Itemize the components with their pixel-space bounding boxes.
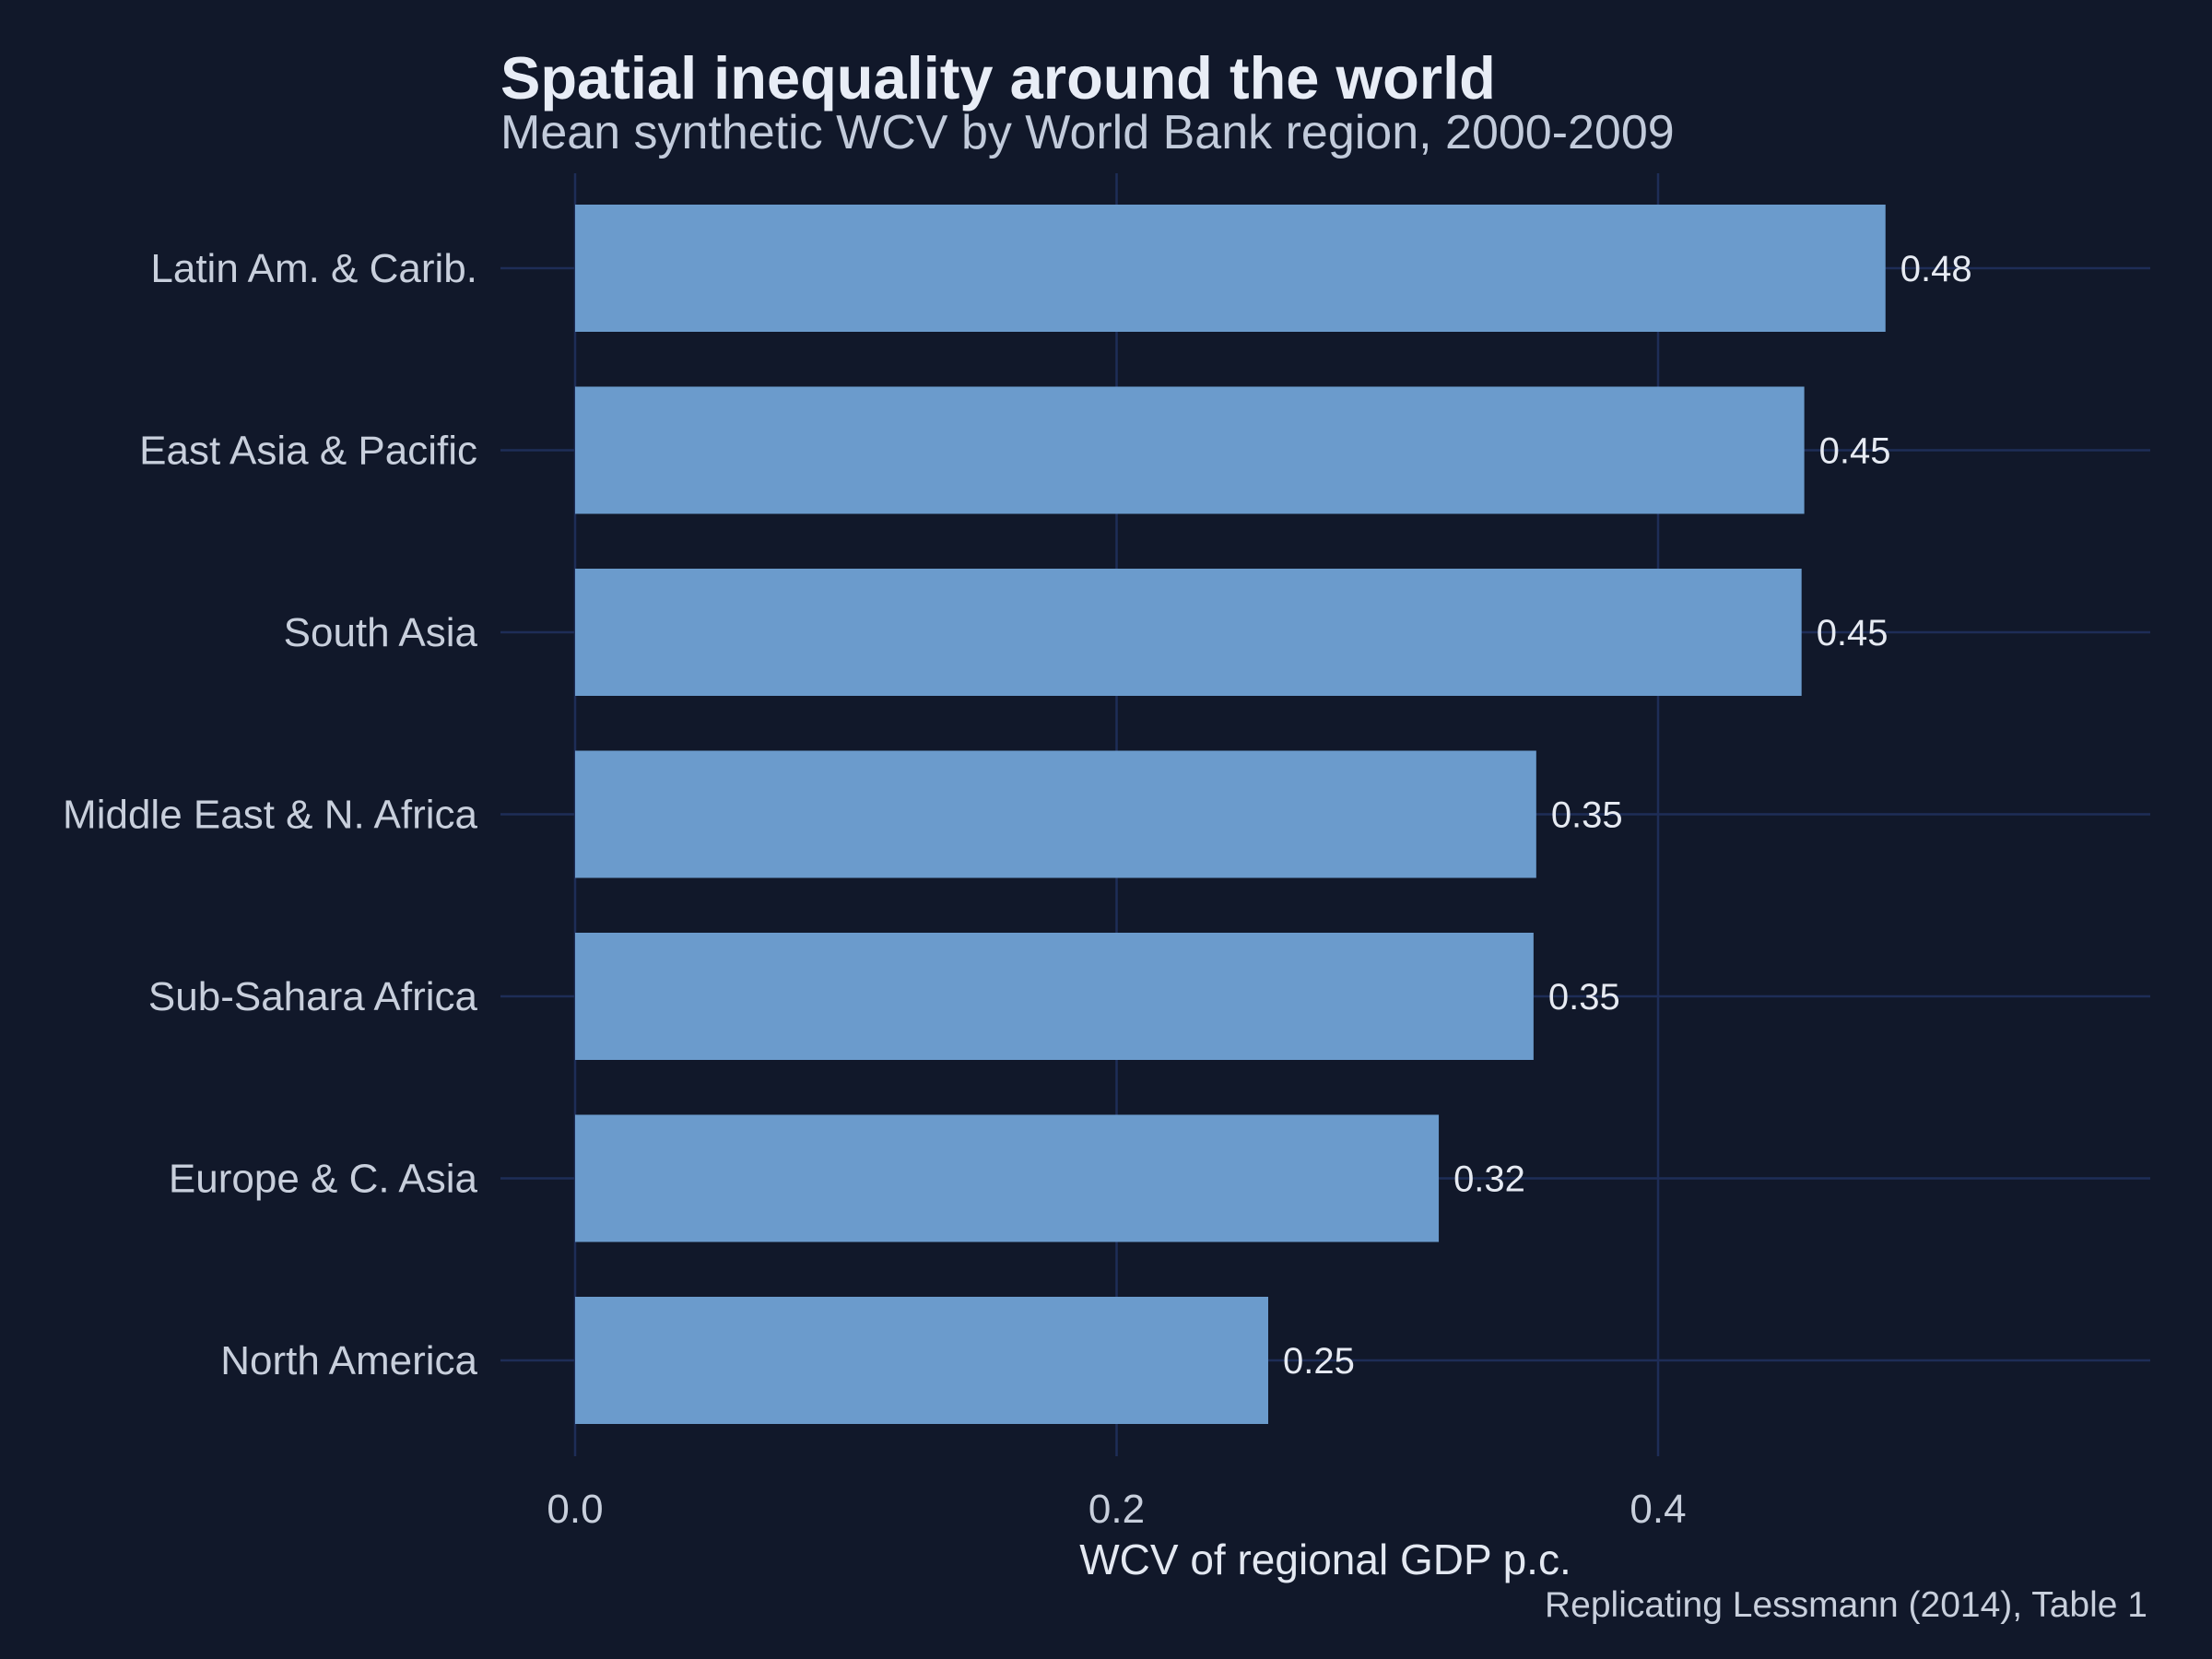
bar [575,386,1805,514]
category-label: East Asia & Pacific [139,429,477,474]
x-tick-label: 0.4 [1630,1487,1686,1532]
bar [575,1297,1268,1424]
value-label: 0.48 [1900,249,1972,289]
chart-subtitle: Mean synthetic WCV by World Bank region,… [500,106,1675,159]
x-axis-title: WCV of regional GDP p.c. [1079,1535,1571,1583]
category-label: Latin Am. & Carib. [150,246,477,291]
category-label: Middle East & N. Africa [63,793,477,838]
value-label: 0.32 [1453,1159,1525,1200]
bars [575,205,1886,1424]
chart-title: Spatial inequality around the world [500,44,1496,112]
category-label: South Asia [284,610,478,655]
category-label: Sub-Sahara Africa [148,974,478,1019]
bar [575,750,1536,878]
x-tick-label: 0.2 [1088,1487,1145,1532]
chart-caption: Replicating Lessmann (2014), Table 1 [1545,1585,2147,1625]
x-tick-labels: 0.0 0.2 0.4 [547,1487,1686,1532]
category-label: North America [220,1338,477,1383]
value-label: 0.45 [1819,431,1891,472]
value-label: 0.35 [1551,795,1623,836]
bar [575,569,1802,696]
bar [575,1114,1440,1242]
value-label: 0.25 [1283,1341,1355,1382]
category-labels: Latin Am. & Carib. East Asia & Pacific Sou… [63,246,477,1383]
bar [575,933,1534,1060]
bar [575,205,1886,332]
value-label: 0.35 [1548,977,1620,1018]
category-label: Europe & C. Asia [169,1157,478,1202]
value-label: 0.45 [1817,613,1888,653]
value-labels: 0.48 0.45 0.45 0.35 0.35 0.32 0.25 [1283,249,1972,1382]
x-tick-label: 0.0 [547,1487,603,1532]
